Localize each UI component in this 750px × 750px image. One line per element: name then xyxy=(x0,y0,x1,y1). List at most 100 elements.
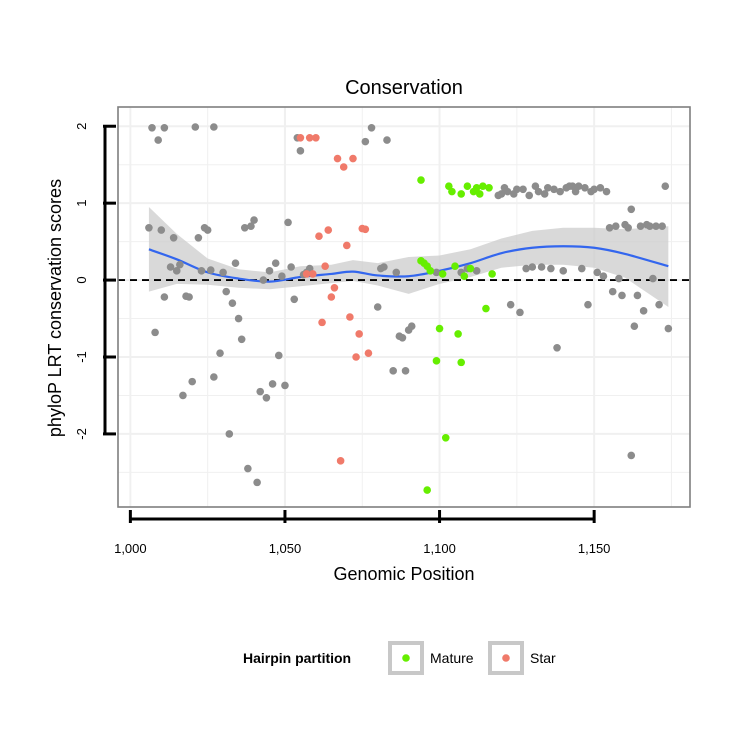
data-point-other xyxy=(633,291,642,300)
data-point-other xyxy=(540,190,549,198)
data-point-other xyxy=(160,293,169,301)
legend-label: Mature xyxy=(430,650,474,666)
data-point-mature xyxy=(457,358,466,367)
data-point-other xyxy=(262,393,271,402)
data-point-star xyxy=(355,330,363,338)
data-point-other xyxy=(191,123,200,131)
x-axis-title: Genomic Position xyxy=(333,564,474,584)
y-axis-title: phyloP LRT conservation scores xyxy=(45,179,65,437)
data-point-mature xyxy=(472,183,481,192)
data-point-other xyxy=(559,267,568,275)
data-point-mature xyxy=(485,183,493,192)
data-point-star xyxy=(333,154,342,163)
data-point-other xyxy=(222,287,231,296)
data-point-other xyxy=(599,272,608,281)
data-point-other xyxy=(522,264,530,273)
data-point-other xyxy=(590,185,598,194)
data-point-other xyxy=(145,223,153,232)
legend: Hairpin partition Mature Star xyxy=(243,641,556,675)
data-point-other xyxy=(157,226,166,234)
data-point-other xyxy=(203,226,212,234)
smooth-curve xyxy=(148,245,669,283)
data-point-star xyxy=(364,349,373,357)
data-point-other xyxy=(627,451,636,460)
chart-title: Conservation xyxy=(345,77,463,99)
data-point-other xyxy=(290,295,299,304)
data-point-other xyxy=(240,223,249,232)
legend-key-box xyxy=(488,641,524,675)
data-point-mature xyxy=(475,190,484,198)
data-point-other xyxy=(373,303,382,311)
data-point-other xyxy=(584,300,592,309)
data-point-other xyxy=(296,147,305,155)
data-point-mature xyxy=(448,187,456,196)
data-point-other xyxy=(519,185,527,194)
data-point-other xyxy=(268,380,277,388)
data-point-mature xyxy=(488,270,496,278)
data-point-other xyxy=(401,367,410,375)
data-point-star xyxy=(330,283,339,292)
data-point-other xyxy=(528,263,537,271)
data-point-mature xyxy=(435,324,444,333)
data-point-other xyxy=(577,264,586,273)
data-point-other xyxy=(210,123,218,131)
data-point-other xyxy=(244,464,252,473)
data-point-other xyxy=(166,263,175,271)
data-point-star xyxy=(352,353,360,361)
data-point-other xyxy=(537,263,546,271)
data-point-other xyxy=(160,123,169,132)
data-point-other xyxy=(639,307,648,315)
y-tick-label: 1 xyxy=(74,200,89,207)
data-point-other xyxy=(281,381,289,390)
data-point-other xyxy=(361,137,370,146)
data-point-other xyxy=(661,182,670,191)
data-point-mature xyxy=(451,262,459,271)
data-point-star xyxy=(315,232,323,241)
data-point-star xyxy=(361,225,370,234)
data-point-other xyxy=(543,183,552,192)
y-tick-label: 0 xyxy=(74,276,89,283)
data-point-other xyxy=(188,377,197,386)
data-point-other xyxy=(611,222,620,231)
smooth-curve-line xyxy=(148,245,669,283)
y-tick-label: 2 xyxy=(74,123,89,130)
legend-entry-mature: Mature xyxy=(388,641,474,675)
data-point-other xyxy=(179,391,187,400)
data-point-other xyxy=(253,478,261,487)
data-point-star xyxy=(339,163,348,171)
y-tick-label: -2 xyxy=(74,428,89,440)
data-point-other xyxy=(618,291,626,300)
data-point-mature xyxy=(432,357,441,365)
data-point-other xyxy=(556,187,564,196)
data-point-star xyxy=(296,133,305,142)
data-point-other xyxy=(506,300,515,309)
y-tick-label: -1 xyxy=(74,351,89,363)
data-point-other xyxy=(234,314,243,323)
data-point-star xyxy=(324,226,333,234)
data-point-other xyxy=(206,266,215,274)
data-point-other xyxy=(550,185,558,194)
data-point-other xyxy=(259,276,268,284)
data-point-other xyxy=(154,136,162,144)
data-point-other xyxy=(615,274,623,283)
data-point-other xyxy=(503,187,512,196)
legend-entry-star: Star xyxy=(488,641,556,675)
x-axis: 1,000 1,050 1,100 1,150 xyxy=(114,510,610,556)
data-point-other xyxy=(472,267,481,275)
x-tick-label: 1,050 xyxy=(269,541,302,556)
data-point-other xyxy=(169,233,178,242)
data-point-star xyxy=(318,318,326,327)
legend-key-dot xyxy=(502,654,510,662)
data-point-other xyxy=(608,287,617,296)
data-point-mature xyxy=(482,304,490,313)
data-point-other xyxy=(284,218,292,227)
data-point-other xyxy=(287,263,295,271)
data-point-mature xyxy=(463,182,472,191)
data-point-other xyxy=(271,259,280,267)
data-point-other xyxy=(627,205,636,214)
confidence-band-area xyxy=(148,207,669,307)
data-point-other xyxy=(219,268,227,277)
data-point-other xyxy=(432,268,441,277)
data-point-mature xyxy=(479,182,487,191)
